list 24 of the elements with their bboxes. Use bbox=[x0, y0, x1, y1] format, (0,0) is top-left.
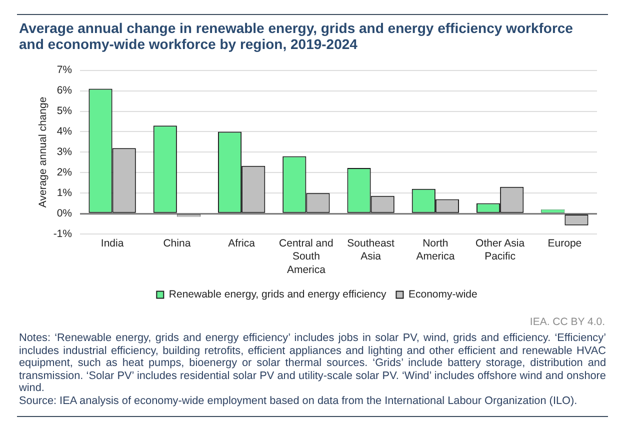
y-tick-label: 6% bbox=[56, 84, 72, 97]
x-tick-label: India bbox=[100, 238, 124, 250]
text: IEA. CC BY 4.0. bbox=[528, 316, 606, 328]
y-tick-label: 2% bbox=[56, 166, 72, 179]
x-tick-label: Africa bbox=[228, 238, 256, 250]
legend-label: Renewable energy, grids and energy efficiency bbox=[168, 288, 387, 301]
y-tick-label: 4% bbox=[56, 126, 72, 138]
chart-title: Average annual change in renewable energy, grids and energy efficiency workforce and economy-wide workforce by region, 2019-2024 bbox=[18, 20, 574, 52]
legend-label: Economy-wide bbox=[408, 288, 478, 301]
y-tick-label: 5% bbox=[56, 105, 72, 118]
y-tick-label: -1% bbox=[53, 228, 72, 240]
y-tick-label: 0% bbox=[56, 208, 72, 220]
x-tick-label: Southeast Asia bbox=[347, 238, 395, 263]
x-tick-label: North America bbox=[416, 238, 455, 263]
x-tick-label: Central and South America bbox=[279, 238, 334, 276]
y-tick-label: 3% bbox=[56, 146, 72, 158]
y-axis-title: Average annual change bbox=[37, 96, 50, 208]
text: Notes: ‘Renewable energy, grids and energy efficiency’ includes jobs in solar PV, wind, grids and efficiency. ‘Efficiency’ includes industrial efficiency, building retrofits, efficient appliances and lighting and other efficient and renewable HVAC equipment, such as heat pumps, bioenergy or solar thermal sources. ‘Grids’ include battery storage, distribution and transmission. ‘Solar PV’ includes residential solar PV and utility-scale solar PV. ‘Wind’ includes offshore wind and onshore wind. bbox=[18, 332, 607, 395]
x-tick-label: Other Asia Pacific bbox=[476, 238, 525, 263]
x-tick-label: Europe bbox=[548, 238, 582, 250]
source-note: Source: IEA analysis of economy-wide employment based on data from the International Labour Organization (ILO). bbox=[18, 394, 578, 408]
x-tick-label: China bbox=[163, 238, 191, 250]
y-tick-label: 1% bbox=[56, 187, 72, 200]
y-tick-label: 7% bbox=[56, 64, 72, 76]
